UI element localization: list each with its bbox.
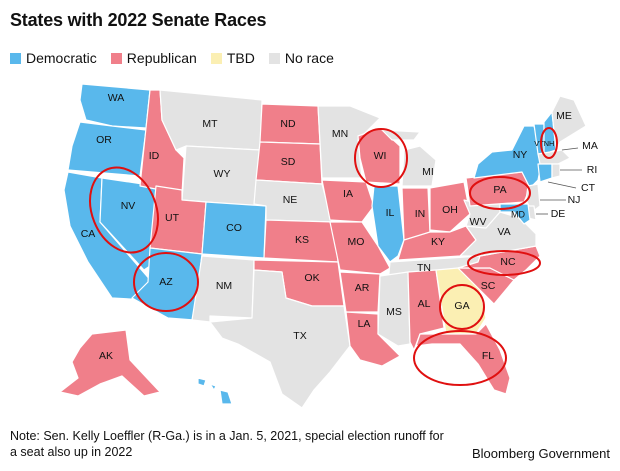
label-in: IN — [415, 208, 426, 220]
label-id: ID — [149, 150, 160, 162]
legend-swatch-democratic — [10, 52, 21, 64]
footnote: Note: Sen. Kelly Loeffler (R-Ga.) is in … — [10, 429, 444, 459]
state-ak — [59, 329, 161, 397]
label-wy: WY — [214, 168, 231, 180]
label-ga: GA — [454, 300, 469, 312]
state-ri — [551, 163, 561, 179]
label-fl: FL — [482, 350, 494, 362]
label-wi: WI — [374, 150, 387, 162]
highlight-ring-fl — [413, 330, 507, 386]
label-ks: KS — [295, 234, 309, 246]
label-ar: AR — [355, 282, 370, 294]
highlight-ring-wi — [354, 128, 408, 188]
label-nd: ND — [280, 118, 296, 130]
state-ia — [321, 179, 375, 223]
state-ar — [339, 271, 381, 313]
label-il: IL — [386, 207, 395, 219]
label-me: ME — [556, 110, 572, 122]
legend-swatch-no-race — [268, 52, 280, 64]
label-ct: CT — [581, 182, 596, 194]
state-wi — [357, 127, 401, 185]
label-mt: MT — [202, 118, 218, 130]
state-il — [371, 185, 405, 263]
highlight-ring-az — [133, 252, 199, 312]
legend-item-no-race: No race — [268, 50, 334, 66]
label-nc: NC — [500, 256, 516, 268]
label-al: AL — [418, 298, 431, 310]
label-ak: AK — [99, 350, 113, 362]
label-md: MD — [511, 209, 525, 219]
state-fl — [415, 323, 511, 395]
state-az — [131, 247, 203, 321]
state-hi — [197, 377, 233, 405]
label-ms: MS — [386, 306, 402, 318]
label-nj: NJ — [568, 194, 581, 206]
state-or — [67, 121, 147, 177]
label-ky: KY — [431, 236, 445, 248]
label-oh: OH — [442, 204, 458, 216]
label-co: CO — [226, 222, 242, 234]
state-ct — [537, 163, 553, 183]
state-wa — [79, 83, 151, 129]
state-nc — [457, 245, 541, 281]
legend-item-republican: Republican — [110, 50, 197, 66]
label-ma: MA — [582, 140, 598, 152]
label-ok: OK — [304, 272, 319, 284]
legend-swatch-tbd — [210, 52, 222, 64]
state-ma — [537, 149, 571, 165]
label-va: VA — [497, 226, 510, 238]
label-la: LA — [358, 318, 371, 330]
label-nm: NM — [216, 280, 232, 292]
state-oh — [429, 181, 471, 233]
label-ny: NY — [513, 149, 528, 161]
legend-item-tbd: TBD — [210, 50, 255, 66]
label-wa: WA — [108, 92, 125, 104]
label-nv: NV — [121, 200, 136, 212]
label-tx: TX — [293, 330, 306, 342]
leader-line-ct — [547, 181, 577, 189]
label-ne: NE — [283, 194, 298, 206]
label-de: DE — [551, 208, 566, 220]
label-sc: SC — [481, 280, 496, 292]
legend: Democratic Republican TBD No race — [10, 50, 334, 66]
label-ca: CA — [81, 228, 96, 240]
legend-label-democratic: Democratic — [26, 50, 97, 66]
map-title: States with 2022 Senate Races — [10, 10, 267, 30]
label-ia: IA — [343, 188, 353, 200]
state-mi — [381, 129, 437, 187]
label-ut: UT — [165, 212, 180, 224]
legend-swatch-republican — [110, 52, 122, 64]
label-mi: MI — [422, 166, 434, 178]
state-tx — [209, 269, 351, 409]
label-wv: WV — [470, 216, 487, 228]
legend-label-republican: Republican — [126, 50, 197, 66]
label-sd: SD — [281, 156, 296, 168]
label-tn: TN — [417, 262, 431, 274]
label-mo: MO — [348, 236, 365, 248]
highlight-ring-nv — [89, 166, 159, 254]
legend-label-tbd: TBD — [226, 50, 255, 66]
highlight-ring-ga — [439, 284, 485, 330]
label-mn: MN — [332, 128, 348, 140]
legend-item-democratic: Democratic — [10, 50, 97, 66]
state-ms — [377, 271, 411, 347]
leader-line-ma — [561, 147, 579, 151]
highlight-ring-nh — [540, 127, 558, 159]
label-az: AZ — [159, 276, 173, 288]
label-vt: VT — [534, 139, 544, 148]
label-ri: RI — [587, 164, 598, 176]
label-pa: PA — [493, 184, 506, 196]
highlight-ring-nc — [467, 250, 541, 276]
highlight-ring-pa — [469, 176, 531, 210]
label-nh: NH — [544, 139, 555, 148]
label-or: OR — [96, 134, 112, 146]
source-credit: Bloomberg Government — [471, 446, 610, 461]
legend-label-no-race: No race — [284, 50, 334, 66]
